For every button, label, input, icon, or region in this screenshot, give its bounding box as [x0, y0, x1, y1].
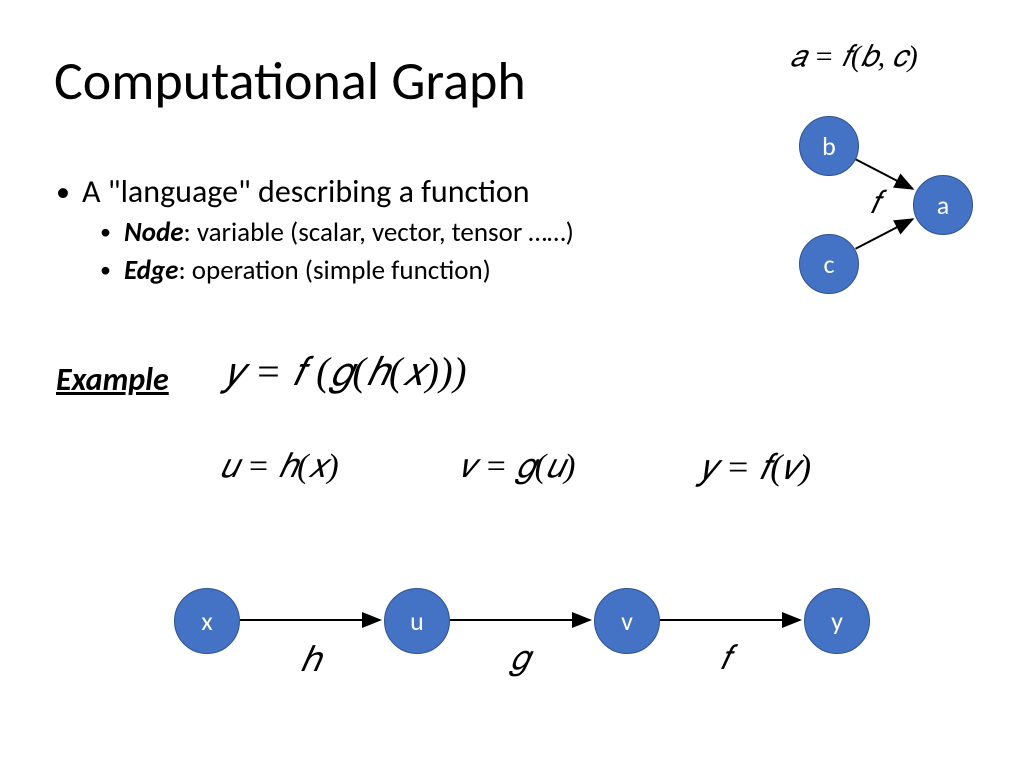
bullet-sub2: Edge: operation (simple function): [124, 254, 491, 287]
bullet-sub2-bold: Edge: [124, 254, 178, 287]
eq-top-right: 𝑎 = 𝑓(𝑏, 𝑐): [790, 40, 918, 74]
example-label: Example: [56, 360, 169, 399]
eq-u: 𝑢 = ℎ(𝑥): [220, 448, 339, 486]
node-x: x: [174, 588, 240, 654]
eq-main: 𝑦 = 𝑓 (𝑔(ℎ(𝑥))): [225, 348, 467, 395]
node-b: b: [799, 116, 859, 176]
node-c: c: [799, 234, 859, 294]
node-v: v: [594, 588, 660, 654]
bullet-sub1-bold: Node: [124, 216, 183, 249]
bullet-sub1-rest: : variable (scalar, vector, tensor ……): [183, 216, 573, 249]
edge-label-h: ℎ: [300, 640, 322, 680]
eq-y: 𝑦 = 𝑓(𝑣): [700, 446, 811, 489]
edge-label-g: 𝑔: [510, 640, 529, 678]
edge-label-f: 𝑓: [720, 640, 731, 678]
bullet-sub1: Node: variable (scalar, vector, tensor ……: [124, 216, 574, 249]
node-y: y: [804, 588, 870, 654]
node-a: a: [913, 175, 973, 235]
eq-v: 𝑣 = 𝑔(𝑢): [460, 448, 576, 486]
node-u: u: [384, 588, 450, 654]
edge-c-a: [856, 219, 913, 249]
edge-b-a: [856, 159, 913, 189]
eq-top-right-f: 𝑓: [870, 184, 880, 222]
bullet-main: A "language" describing a function: [82, 172, 530, 211]
bullet-sub2-rest: : operation (simple function): [178, 254, 490, 287]
slide-title: Computational Graph: [54, 48, 526, 114]
